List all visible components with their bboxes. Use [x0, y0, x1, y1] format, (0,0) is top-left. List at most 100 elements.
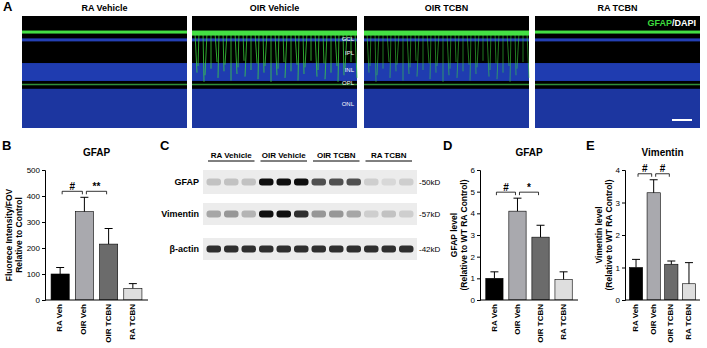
image-background	[535, 16, 700, 128]
muller-fiber	[395, 33, 396, 72]
error-bar	[650, 180, 658, 193]
blot-band	[364, 179, 379, 186]
y-tick: 100	[27, 270, 45, 279]
lane-group-underline	[208, 161, 255, 162]
error-stem	[494, 272, 495, 279]
error-bar	[667, 261, 675, 264]
micrograph	[364, 16, 529, 128]
muller-fiber	[503, 33, 504, 73]
x-tick-label: OIR TCBN	[536, 304, 545, 343]
lane-group-underline	[366, 161, 413, 162]
onl-band	[535, 89, 700, 128]
muller-fiber	[430, 33, 431, 79]
plot-area	[51, 197, 142, 300]
micrograph	[22, 16, 187, 128]
error-stem	[540, 225, 541, 237]
muller-fiber	[325, 33, 327, 79]
muller-fiber	[355, 33, 357, 78]
x-axis-line	[480, 300, 578, 301]
y-tick: 4	[471, 209, 480, 218]
blot-band	[364, 211, 379, 218]
y-tick-mark	[42, 248, 45, 249]
blot-band	[312, 211, 327, 218]
muller-fiber	[455, 33, 456, 62]
y-axis: 0123456	[471, 166, 481, 305]
y-tick-label: 100	[27, 270, 41, 279]
x-tick-label: OIR Veh	[649, 304, 658, 335]
protein-label: Vimentin	[161, 209, 199, 219]
layer-label: INL	[345, 67, 355, 73]
chart-title: Vimentin	[641, 147, 683, 158]
muller-fiber	[390, 33, 391, 78]
y-tick-label: 0	[36, 296, 41, 305]
x-tick-label: RA TCBN	[128, 304, 137, 340]
muller-fiber	[475, 33, 476, 74]
muller-fiber	[367, 33, 369, 73]
y-axis-title: Fluorece Intensity/FOV	[4, 188, 14, 281]
protein-label: β-actin	[170, 244, 200, 254]
error-cap	[632, 259, 640, 260]
muller-fiber	[515, 33, 516, 75]
lane-group-underline	[261, 161, 308, 162]
bar-chart: 0100200300400500RA VehOIR VehOIR TCBNRA …	[4, 147, 148, 343]
muller-fiber	[447, 33, 449, 75]
error-cap	[560, 271, 568, 272]
size-label: -50kD	[419, 178, 441, 187]
y-tick-mark	[622, 300, 625, 301]
onl-band	[192, 89, 357, 128]
error-stem	[636, 259, 637, 267]
image-background	[22, 16, 187, 128]
y-tick-label: 0	[616, 296, 621, 305]
bar	[509, 211, 526, 300]
blot-band	[242, 246, 257, 253]
plot-area	[629, 180, 695, 300]
significance-label: #	[642, 163, 648, 174]
onl-band	[364, 89, 529, 128]
muller-fiber	[467, 33, 469, 65]
error-cap	[56, 267, 64, 268]
muller-fiber	[495, 33, 496, 64]
muller-fiber	[415, 33, 416, 61]
y-tick: 6	[471, 166, 480, 175]
plot-area	[486, 198, 572, 300]
muller-fiber	[477, 33, 479, 68]
blot-band	[364, 246, 379, 253]
muller-fiber	[510, 33, 511, 82]
y-tick: 3	[616, 199, 625, 208]
y-tick-mark	[622, 268, 625, 269]
y-tick-mark	[477, 213, 480, 214]
y-tick-label: 300	[27, 218, 41, 227]
muller-fiber	[211, 33, 212, 69]
size-label: -57kD	[419, 210, 441, 219]
x-axis-line	[625, 300, 700, 301]
muller-fiber	[487, 33, 489, 77]
significance-label: #	[69, 181, 75, 192]
image-background	[364, 16, 529, 128]
y-tick: 0	[36, 296, 45, 305]
blot-band	[207, 246, 222, 253]
x-tick-label: OIR Veh	[79, 304, 88, 335]
significance-label: *	[527, 182, 531, 193]
figure: ABCDERA VehicleOIR VehicleGCLIPLINLOPLON…	[0, 0, 707, 348]
muller-fiber	[223, 33, 224, 72]
y-tick-label: 6	[471, 166, 476, 175]
error-cap	[650, 179, 658, 180]
gfap-ilm	[22, 31, 187, 34]
x-tick-label: OIR TCBN	[666, 304, 675, 343]
bar	[532, 237, 549, 300]
blot-band	[207, 211, 222, 218]
muller-fiber	[423, 33, 424, 70]
bar	[100, 244, 118, 300]
layer-label: GCL	[342, 36, 355, 42]
muller-fiber	[417, 33, 419, 77]
y-tick-label: 200	[27, 244, 41, 253]
x-tick-label: RA TCBN	[559, 304, 568, 340]
bar	[75, 212, 93, 300]
muller-fiber	[225, 33, 227, 65]
y-tick-mark	[42, 300, 45, 301]
error-stem	[60, 268, 61, 275]
significance-label: **	[93, 181, 101, 192]
y-tick: 5	[471, 188, 480, 197]
muller-fiber	[463, 33, 464, 72]
lane-group-label: RA TCBN	[371, 151, 407, 160]
